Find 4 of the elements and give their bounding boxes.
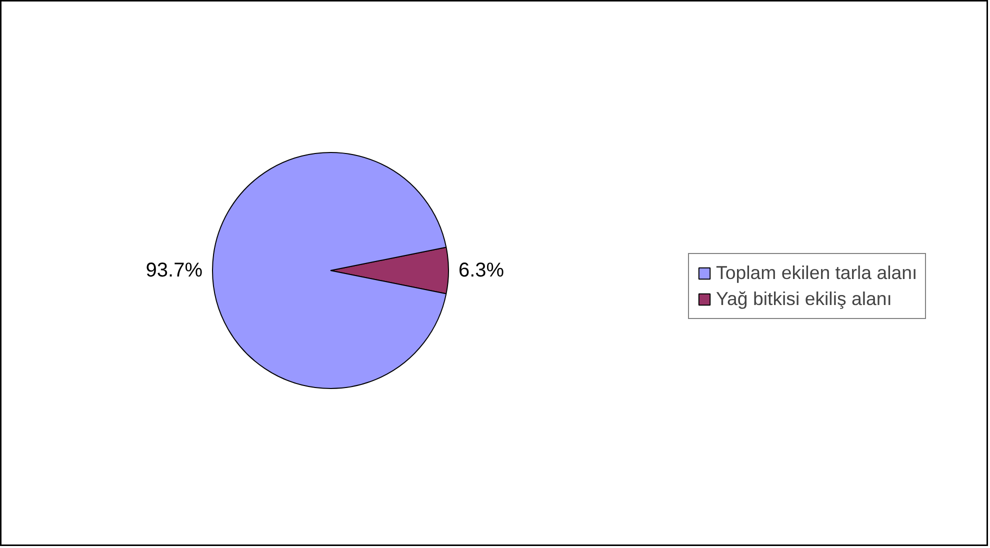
data-label: 93.7% xyxy=(146,260,203,282)
legend-label: Yağ bitkisi ekiliş alanı xyxy=(716,288,892,310)
legend-label: Toplam ekilen tarla alanı xyxy=(716,262,918,284)
data-label: 6.3% xyxy=(458,260,504,282)
